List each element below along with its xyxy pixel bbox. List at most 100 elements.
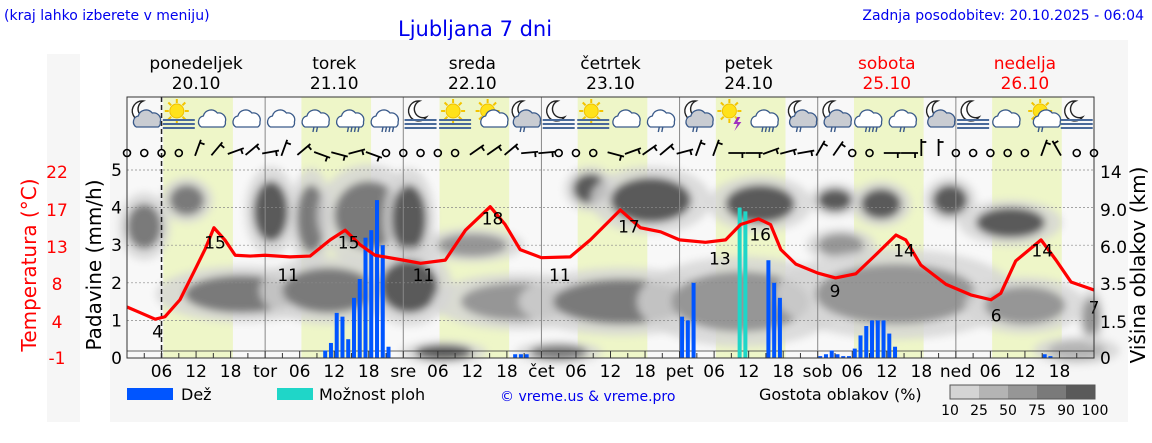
temperature-label: 17 — [618, 217, 640, 237]
wind-calm-icon — [433, 148, 443, 158]
wind-calm-icon — [157, 148, 166, 158]
rain-bar — [846, 356, 851, 358]
sun-fog-icon — [162, 99, 195, 129]
day-name: petek — [725, 54, 773, 74]
x-hour-label: 12 — [600, 362, 622, 382]
wind-calm-icon — [139, 148, 149, 158]
wind-barb — [822, 142, 828, 147]
rain-bar — [870, 320, 875, 358]
cloud-height-axis-title: Višina oblakov (km) — [1126, 167, 1150, 364]
rain-bar — [777, 297, 782, 358]
sun-fog-icon — [439, 99, 472, 129]
cloud-light-rain-icon — [301, 109, 330, 133]
day-name: ponedeljek — [149, 54, 243, 74]
wind-barb-icon — [659, 143, 675, 156]
temperature-tick: 8 — [52, 275, 63, 295]
temperature-label: 14 — [1031, 242, 1053, 262]
wind-barb — [700, 141, 706, 146]
rain-drop — [657, 126, 660, 133]
temperature-tick: 22 — [46, 163, 68, 183]
cloud-shape — [1032, 109, 1062, 128]
sun-ray — [596, 101, 601, 107]
cloud-light-rain-icon — [646, 109, 676, 133]
rain-bar — [680, 316, 685, 358]
copyright-link[interactable]: © vreme.us & vreme.pro — [500, 389, 675, 405]
rain-bar — [893, 346, 898, 358]
rain-drop — [695, 126, 699, 133]
day-date: 21.10 — [310, 74, 359, 94]
cloud-density-swatch — [950, 385, 979, 399]
wind-barb — [480, 146, 485, 152]
page-title: Ljubljana 7 dni — [398, 17, 553, 41]
wind-barb-icon — [728, 152, 746, 158]
rain-drop — [350, 126, 353, 133]
sun-ray — [1045, 101, 1050, 107]
wind-barb-icon — [469, 144, 485, 156]
moon-shape — [546, 100, 567, 122]
cloud-shape — [888, 109, 918, 128]
cloud-shape — [232, 109, 261, 128]
x-day-label: sob — [803, 362, 833, 382]
wind-barb — [653, 146, 658, 152]
cloud-height-tick: 1.5 — [1100, 313, 1127, 333]
cloud-icon — [266, 109, 296, 128]
x-hour-label: 12 — [876, 362, 898, 382]
rain-drop — [764, 126, 768, 133]
wind-barb — [689, 149, 693, 156]
rain-drop — [795, 126, 799, 133]
sun-ray — [720, 101, 725, 107]
wind-barb — [497, 146, 503, 152]
sun-disc — [721, 103, 737, 119]
x-day-label: pet — [666, 362, 694, 382]
rain-bar — [841, 356, 846, 358]
wind-staff — [469, 144, 485, 156]
wind-staff — [262, 149, 280, 155]
cloud-patch — [725, 185, 795, 223]
precip-tick: 3 — [111, 236, 122, 256]
rain-drop — [799, 126, 802, 133]
temperature-tick: 4 — [52, 313, 63, 333]
rain-bar — [772, 282, 777, 358]
x-hour-label: 12 — [738, 362, 760, 382]
wind-barb — [1053, 140, 1059, 145]
location-hint[interactable]: (kraj lahko izberete v meniju) — [4, 8, 210, 24]
rain-bar — [357, 279, 362, 358]
moon-shape — [407, 100, 429, 122]
rain-bar — [818, 356, 823, 358]
sun-disc — [169, 103, 185, 119]
wind-barb — [275, 150, 278, 157]
rain-drop — [833, 126, 837, 133]
rain-drop — [353, 126, 357, 133]
x-hour-label: 06 — [427, 362, 449, 382]
cloud-patch — [976, 207, 1046, 238]
cloud-icon — [197, 109, 227, 128]
wind-calm-icon — [416, 148, 425, 158]
wind-barb-icon — [676, 148, 694, 156]
cloud-height-tick: 3.5 — [1100, 275, 1127, 295]
rain-drop — [357, 126, 360, 133]
temperature-label: 15 — [204, 234, 226, 254]
sun-ray — [720, 115, 725, 121]
cloud-shape — [685, 109, 714, 128]
cloud-density-swatch — [1008, 385, 1037, 399]
wind-barb-icon — [642, 144, 658, 156]
wind-calm-icon — [571, 148, 581, 158]
sun-ray — [492, 101, 497, 107]
sun-thunder-icon — [717, 99, 742, 131]
cloud-shape — [646, 109, 676, 128]
rain-drop — [875, 126, 878, 133]
temperature-label: 14 — [893, 242, 915, 262]
x-hour-label: 18 — [911, 362, 933, 382]
wind-staff — [244, 143, 260, 156]
cloud-shape — [612, 109, 641, 128]
cloud-shape — [266, 109, 296, 128]
day-date: 20.10 — [172, 74, 221, 94]
cloud-height-tick: 0 — [1100, 349, 1111, 369]
cloud-density-tick: 100 — [1082, 403, 1109, 419]
cloud-rain-icon — [750, 109, 779, 133]
rain-bar — [351, 297, 356, 358]
wind-barb — [255, 145, 261, 151]
rain-drop — [768, 126, 771, 133]
wind-barb — [376, 156, 380, 162]
